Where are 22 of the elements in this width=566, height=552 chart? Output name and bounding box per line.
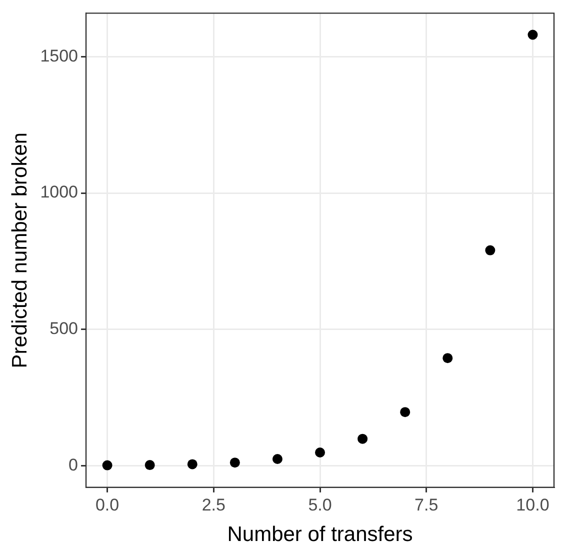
point (272, 454, 282, 464)
point (442, 353, 453, 364)
y-axis-title: Predicted number broken (8, 132, 32, 368)
point (144, 460, 155, 470)
point (528, 30, 538, 40)
point (102, 460, 112, 470)
point (400, 407, 410, 418)
x-tick-label: 5.0 (308, 495, 332, 514)
x-tick-label: 10.0 (516, 495, 550, 514)
x-tick-label: 0.0 (95, 495, 120, 514)
point (230, 458, 240, 468)
point (315, 447, 326, 458)
x-tick-label: 7.5 (414, 495, 438, 514)
x-tick-label: 2.5 (202, 495, 226, 514)
x-axis-title: Number of transfers (227, 523, 413, 546)
y-tick-label: 1000 (40, 182, 78, 202)
y-tick-label: 1500 (40, 46, 78, 66)
y-tick-label: 0 (68, 456, 78, 475)
point (187, 459, 198, 470)
point (358, 434, 368, 444)
y-tick-label: 500 (50, 319, 78, 338)
point (485, 245, 496, 256)
